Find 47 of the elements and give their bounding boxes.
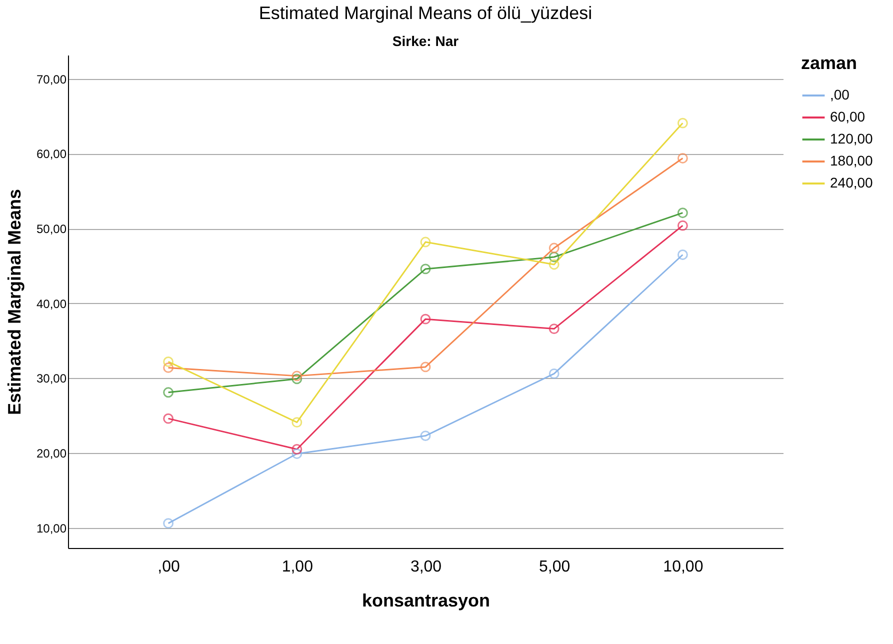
point [292,417,302,428]
legend-label: ,00 [830,86,850,102]
y-tick-label: 10,00 [36,521,67,536]
point [677,208,688,218]
x-tick-label: 3,00 [410,558,442,576]
y-axis-title: Estimated Marginal Means [4,188,24,416]
y-tick-label: 20,00 [36,446,67,460]
point [163,413,174,424]
point [548,252,560,262]
point [677,153,688,164]
y-tick-label: 40,00 [36,296,67,311]
legend-title: zaman [801,53,858,73]
point [163,356,174,367]
point [420,236,431,248]
point [677,250,688,260]
x-tick-label: ,00 [158,558,180,576]
point [420,264,431,274]
point [420,314,431,324]
point [163,518,174,529]
chart-title: Estimated Marginal Means of ölü_yüzdesi [258,3,592,23]
point [677,220,688,231]
point [292,374,302,384]
point [420,362,431,372]
chart-subtitle: Sirke: Nar [392,33,460,49]
x-tick-label: 5,00 [539,558,570,576]
y-tick-label: 30,00 [36,372,67,386]
point [548,368,560,379]
point [548,259,560,270]
y-tick-label: 50,00 [36,222,67,236]
point [163,362,174,373]
point [292,444,302,454]
point [163,387,174,398]
legend-label: 180,00 [830,152,874,168]
legend-label: 120,00 [830,130,874,146]
point [292,448,302,459]
x-tick-label: 1,00 [282,558,314,576]
point [292,370,302,382]
x-axis-title: konsantrasyon [362,590,490,610]
x-tick-label: 10,00 [663,558,704,576]
point [548,324,560,334]
y-tick-label: 70,00 [36,72,67,86]
legend-label: 240,00 [830,174,874,190]
point [677,118,688,128]
legend-label: 60,00 [830,108,866,124]
y-tick-label: 60,00 [36,147,67,162]
point [548,242,560,254]
point [420,430,431,441]
